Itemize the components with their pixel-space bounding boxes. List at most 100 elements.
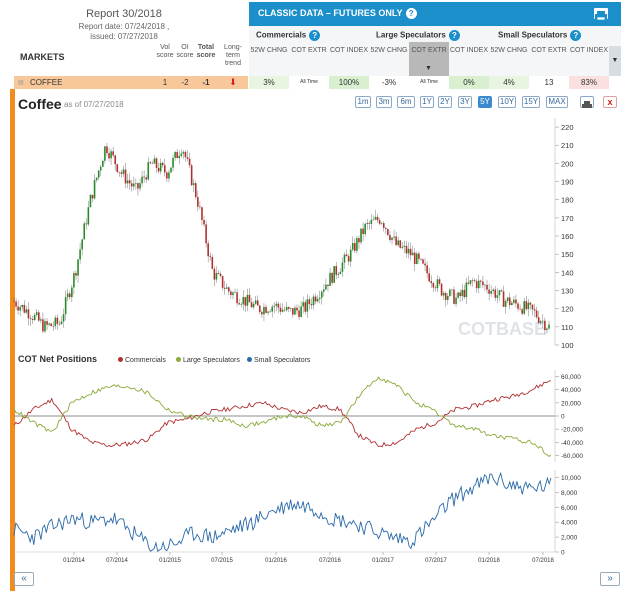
series-line-large-speculators (13, 376, 552, 457)
legend-small[interactable]: Small Speculators (247, 357, 310, 364)
candle (515, 299, 517, 304)
chart-panel (10, 89, 622, 591)
range-button-10y[interactable]: 10Y (498, 96, 516, 108)
range-button-2y[interactable]: 2Y (438, 96, 452, 108)
candle (23, 305, 26, 313)
candle (358, 238, 360, 243)
candle (304, 302, 307, 312)
range-button-6m[interactable]: 6m (397, 96, 415, 108)
range-button-1y[interactable]: 1Y (420, 96, 434, 108)
small-extr-header[interactable]: COT EXTR (531, 47, 567, 54)
candle (527, 302, 530, 310)
candle (263, 306, 265, 315)
candle (256, 300, 259, 306)
candle (289, 308, 292, 309)
comm-index-header[interactable]: COT INDEX (330, 47, 368, 54)
comm-index: 100% (329, 76, 369, 89)
large-index-header[interactable]: COT INDEX (450, 47, 488, 54)
cot-title: COT Net Positions (18, 354, 98, 364)
candle (519, 308, 521, 310)
small-chng-header[interactable]: 52W CHNG (490, 47, 528, 54)
comm-chng-header[interactable]: 52W CHNG (250, 47, 288, 54)
candle (368, 223, 371, 224)
candle (188, 158, 191, 166)
help-icon[interactable]: ? (448, 30, 460, 41)
help-icon[interactable]: ? (309, 30, 321, 41)
range-button-max[interactable]: MAX (546, 96, 568, 108)
x-tick-label: 01/2016 (265, 558, 287, 564)
small-tick-label: 0 (561, 550, 565, 557)
candle (498, 290, 501, 296)
total-score: -1 (202, 78, 210, 87)
candle (21, 305, 24, 308)
print-chart-icon[interactable] (580, 96, 594, 108)
cot-tick-label: -40,000 (561, 440, 583, 447)
candle (75, 273, 77, 276)
x-tick-label: 07/2017 (425, 558, 447, 564)
candle (271, 306, 274, 312)
report-issued: issued: 07/27/2018 (90, 32, 158, 41)
candle (66, 293, 69, 298)
candle (395, 236, 397, 246)
candle (285, 307, 288, 311)
comm-extr-header[interactable]: COT EXTR (291, 47, 327, 54)
legend-large[interactable]: Large Speculators (176, 357, 240, 364)
large-extr-header[interactable]: COT EXTR (411, 47, 447, 54)
print-icon[interactable] (594, 8, 608, 21)
prev-button[interactable]: « (14, 572, 34, 586)
candle (415, 253, 418, 264)
next-button[interactable]: » (600, 572, 620, 586)
candle (318, 297, 321, 299)
candle (480, 280, 482, 282)
candle (29, 318, 32, 319)
close-icon[interactable]: x (603, 96, 617, 108)
candle (252, 303, 255, 308)
table-row[interactable] (14, 76, 248, 89)
candle (232, 292, 234, 296)
range-button-1m[interactable]: 1m (355, 96, 371, 108)
candle (83, 223, 86, 240)
candle (422, 259, 424, 264)
candle (418, 253, 420, 259)
cot-tick-label: -20,000 (561, 427, 583, 434)
help-icon[interactable]: ? (570, 30, 582, 41)
candle (502, 291, 505, 307)
candle (110, 151, 112, 159)
candle (254, 300, 257, 304)
candle (228, 287, 230, 292)
candle (446, 296, 449, 300)
range-button-5y[interactable]: 5Y (478, 96, 492, 108)
candle (250, 302, 253, 308)
sort-down-icon[interactable]: ▼ (425, 65, 432, 72)
candle (199, 206, 201, 208)
candle (391, 237, 393, 240)
small-tick-label: 4,000 (561, 520, 578, 527)
candle (374, 216, 377, 220)
candle (459, 292, 461, 297)
candle (420, 258, 422, 260)
x-tick-label: 07/2015 (211, 558, 233, 564)
x-tick-label: 01/2017 (372, 558, 394, 564)
candle (15, 301, 17, 307)
candle (33, 314, 36, 320)
candle (354, 242, 356, 251)
expand-icon[interactable]: ▼ (609, 46, 621, 76)
small-index: 83% (569, 76, 609, 89)
market-name[interactable]: COFFEE (30, 78, 63, 87)
candle (457, 292, 459, 298)
large-extr: All Time (420, 79, 438, 85)
help-icon[interactable]: ? (405, 8, 417, 20)
candle (440, 283, 443, 296)
candle (213, 268, 216, 280)
candle (44, 321, 46, 332)
small-index-header[interactable]: COT INDEX (570, 47, 608, 54)
legend-commercials[interactable]: Commercials (118, 357, 166, 364)
range-button-3y[interactable]: 3Y (458, 96, 472, 108)
candle (531, 304, 534, 310)
candle (87, 207, 90, 225)
candle (118, 171, 121, 173)
candle (529, 302, 532, 305)
range-button-3m[interactable]: 3m (376, 96, 392, 108)
range-button-15y[interactable]: 15Y (522, 96, 540, 108)
large-chng-header[interactable]: 52W CHNG (370, 47, 408, 54)
